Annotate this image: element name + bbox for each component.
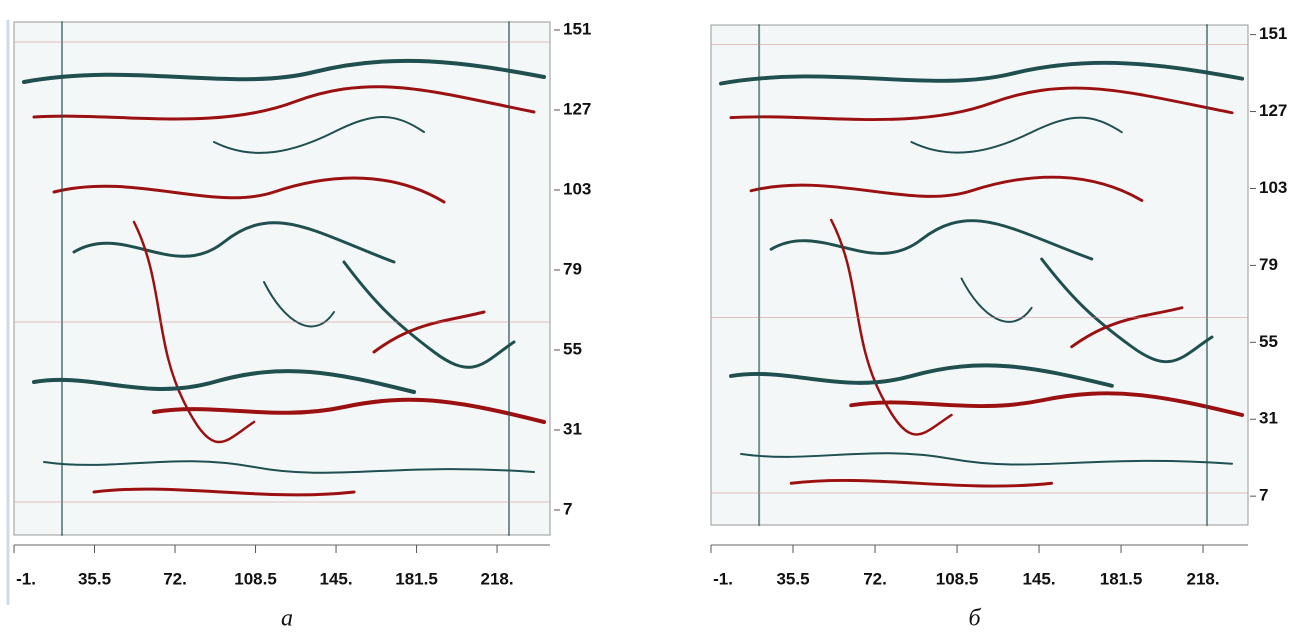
y-tick-label: 31 [1259,409,1278,428]
y-tick-label: 79 [1259,255,1278,274]
y-tick-label: 55 [1259,332,1278,351]
x-tick-label: 218. [1187,569,1220,588]
caption: б [968,606,981,632]
y-tick-label: 55 [563,339,582,358]
x-tick-label: 145. [1022,569,1055,588]
y-tick-label: 79 [563,259,582,278]
y-tick-label: 127 [563,99,591,118]
x-tick-label: 181.5 [1100,569,1143,588]
y-tick-label: 103 [563,179,591,198]
caption: а [281,606,293,632]
y-tick-label: 103 [1259,178,1287,197]
y-tick-label: 151 [563,19,591,38]
y-tick-label: 127 [1259,101,1287,120]
x-tick-label: 218. [481,569,514,588]
y-tick-label: 7 [1259,486,1268,505]
y-tick-label: 31 [563,419,582,438]
image-a [12,20,552,537]
x-tick-label: 72. [863,569,887,588]
y-tick-label: 151 [1259,24,1287,43]
x-tick-label: -1. [16,569,36,588]
x-tick-label: 35.5 [78,569,111,588]
x-tick-label: 108.5 [936,569,979,588]
x-tick-label: 72. [163,569,187,588]
image-b [711,25,1248,525]
x-tick-label: 145. [319,569,352,588]
x-tick-label: 35.5 [776,569,809,588]
x-tick-label: 181.5 [395,569,438,588]
x-tick-label: 108.5 [234,569,277,588]
x-tick-label: -1. [713,569,733,588]
y-tick-label: 7 [563,499,572,518]
